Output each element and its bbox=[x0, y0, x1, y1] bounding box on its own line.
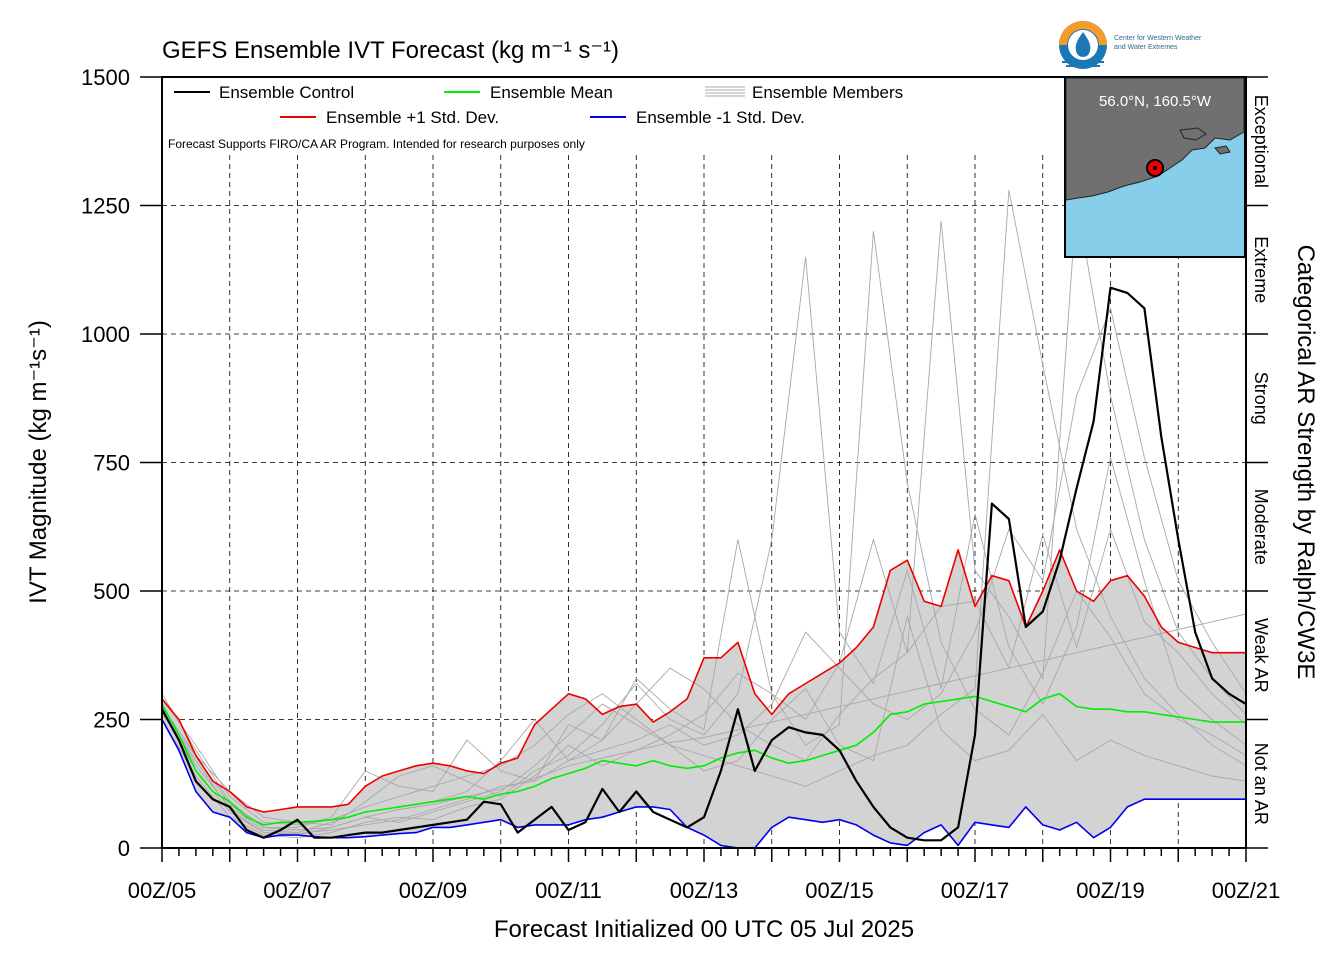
logo-sun-arc-icon bbox=[1059, 21, 1107, 45]
ensemble-member-line-3 bbox=[161, 256, 1247, 826]
spread-band-fill bbox=[162, 549, 1246, 848]
y-tick-label: 1250 bbox=[81, 194, 130, 219]
x-tick-label: 00Z/13 bbox=[670, 878, 739, 903]
ensemble-member-line-8 bbox=[161, 613, 1247, 831]
inset-location-label: 56.0°N, 160.5°W bbox=[1099, 93, 1212, 110]
x-axis-ticks: 00Z/05 00Z/07 00Z/09 00Z/11 00Z/13 00Z/15 00Z/… bbox=[128, 848, 1281, 903]
category-label: Strong bbox=[1251, 372, 1271, 425]
legend: Ensemble Control Ensemble Mean Ensemble … bbox=[166, 80, 996, 154]
ensemble-member-line-5 bbox=[161, 231, 1247, 839]
inset-land-alaska bbox=[1065, 77, 1245, 201]
cw3e-logo: Center for Western Weather and Water Ext… bbox=[1059, 21, 1202, 69]
logo-text-line1: Center for Western Weather bbox=[1114, 35, 1202, 42]
series-line-ensemble-1-std-dev- bbox=[161, 549, 1246, 813]
y-tick-label: 500 bbox=[93, 579, 130, 604]
legend-label-minus-sd: Ensemble -1 Std. Dev. bbox=[636, 108, 805, 127]
chart-title: GEFS Ensemble IVT Forecast (kg m⁻¹ s⁻¹) bbox=[162, 37, 619, 64]
ensemble-member-line-7 bbox=[161, 306, 1247, 835]
series-line-ensemble-1-std-dev- bbox=[161, 719, 1246, 849]
x-tick-label: 00Z/21 bbox=[1212, 878, 1281, 903]
legend-label-control: Ensemble Control bbox=[219, 83, 354, 102]
location-marker-center-icon bbox=[1153, 166, 1157, 170]
ensemble-member-line-6 bbox=[161, 190, 1247, 826]
disclaimer-note: Forecast Supports FIRO/CA AR Program. In… bbox=[168, 137, 585, 151]
inset-map: 56.0°N, 160.5°W bbox=[1064, 76, 1246, 258]
ensemble-member-line-1 bbox=[161, 527, 1247, 828]
x-axis-title: Forecast Initialized 00 UTC 05 Jul 2025 bbox=[494, 916, 914, 943]
x-tick-label: 00Z/19 bbox=[1076, 878, 1145, 903]
x-tick-label: 00Z/09 bbox=[399, 878, 468, 903]
legend-swatch-members bbox=[705, 86, 745, 97]
series-line-ensemble-mean bbox=[161, 692, 1246, 826]
inset-land-islands bbox=[1179, 127, 1231, 155]
legend-label-members: Ensemble Members bbox=[752, 83, 903, 102]
x-tick-label: 00Z/07 bbox=[263, 878, 332, 903]
legend-label-plus-sd: Ensemble +1 Std. Dev. bbox=[326, 108, 499, 127]
y-tick-label: 1500 bbox=[81, 65, 130, 90]
category-axis-title: Categorical AR Strength by Ralph/CW3E bbox=[1292, 245, 1319, 680]
x-tick-label: 00Z/11 bbox=[535, 878, 602, 903]
y-tick-label: 1000 bbox=[81, 322, 130, 347]
ensemble-member-line-4 bbox=[161, 200, 1247, 834]
category-label: Not an AR bbox=[1251, 743, 1271, 825]
category-label: Exceptional bbox=[1251, 95, 1271, 188]
category-label: Weak AR bbox=[1251, 618, 1271, 693]
y-tick-label: 750 bbox=[93, 451, 130, 476]
y-axis-ticks: 0 250 500 750 1000 1250 1500 bbox=[81, 65, 162, 861]
y-tick-label: 250 bbox=[93, 708, 130, 733]
x-tick-label: 00Z/15 bbox=[805, 878, 874, 903]
x-tick-label: 00Z/17 bbox=[941, 878, 1010, 903]
y-axis-title: IVT Magnitude (kg m⁻¹s⁻¹) bbox=[25, 320, 52, 604]
logo-text-line2: and Water Extremes bbox=[1114, 44, 1178, 51]
ensemble-member-lines bbox=[161, 190, 1247, 839]
legend-label-mean: Ensemble Mean bbox=[490, 83, 613, 102]
spread-band bbox=[162, 549, 1246, 848]
series-lines bbox=[161, 286, 1247, 849]
category-label: Moderate bbox=[1251, 489, 1271, 565]
logo-droplet-icon bbox=[1075, 32, 1091, 57]
category-label: Extreme bbox=[1251, 236, 1271, 303]
x-tick-label: 00Z/05 bbox=[128, 878, 197, 903]
y-tick-label: 0 bbox=[118, 836, 130, 861]
series-line-ensemble-control bbox=[161, 286, 1247, 842]
ar-category-axis: Not an AR Weak AR Moderate Strong Extreme Exc… bbox=[1246, 76, 1271, 849]
